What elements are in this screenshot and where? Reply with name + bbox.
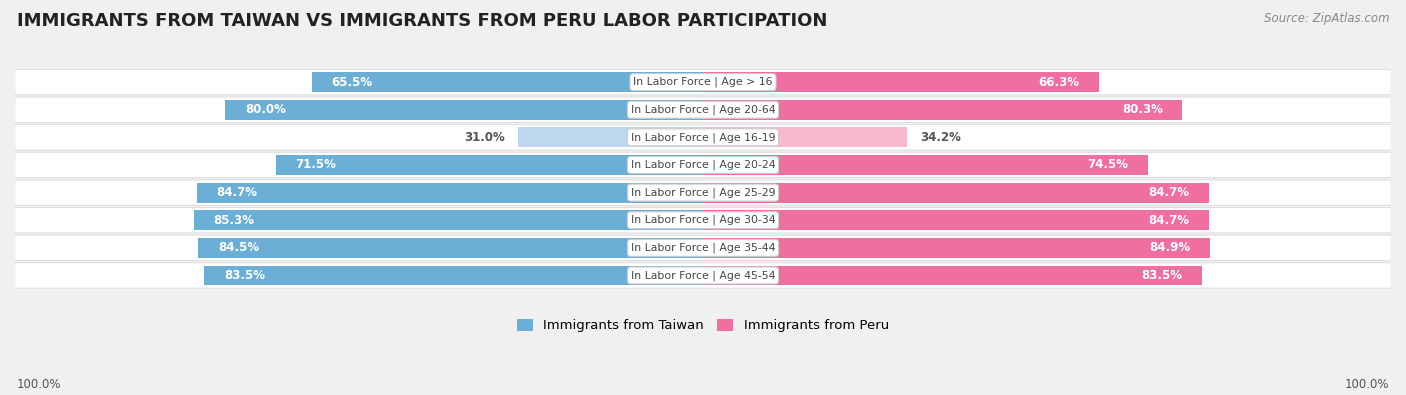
Bar [225,100,703,120]
Text: 80.3%: 80.3% [1122,103,1163,116]
Text: 100.0%: 100.0% [17,378,62,391]
Text: In Labor Force | Age 20-24: In Labor Force | Age 20-24 [631,160,775,170]
Text: 80.0%: 80.0% [245,103,285,116]
Text: 74.5%: 74.5% [1087,158,1129,171]
Bar [517,128,703,147]
FancyBboxPatch shape [14,207,1392,233]
Text: 83.5%: 83.5% [1142,269,1182,282]
Bar [198,238,703,258]
Text: In Labor Force | Age 30-34: In Labor Force | Age 30-34 [631,215,775,226]
Text: Source: ZipAtlas.com: Source: ZipAtlas.com [1264,12,1389,25]
Text: In Labor Force | Age 16-19: In Labor Force | Age 16-19 [631,132,775,143]
Text: 84.7%: 84.7% [1149,214,1189,227]
Legend: Immigrants from Taiwan, Immigrants from Peru: Immigrants from Taiwan, Immigrants from … [512,314,894,338]
Text: 84.7%: 84.7% [1149,186,1189,199]
Bar [276,155,703,175]
Text: IMMIGRANTS FROM TAIWAN VS IMMIGRANTS FROM PERU LABOR PARTICIPATION: IMMIGRANTS FROM TAIWAN VS IMMIGRANTS FRO… [17,12,827,30]
Text: 34.2%: 34.2% [920,131,962,144]
FancyBboxPatch shape [14,263,1392,288]
Text: 84.7%: 84.7% [217,186,257,199]
Text: 84.9%: 84.9% [1149,241,1191,254]
Bar [312,72,703,92]
FancyBboxPatch shape [14,180,1392,205]
Bar [703,72,1099,92]
Bar [194,210,703,230]
FancyBboxPatch shape [14,70,1392,95]
Text: 100.0%: 100.0% [1344,378,1389,391]
FancyBboxPatch shape [14,152,1392,178]
Bar [197,182,703,203]
FancyBboxPatch shape [14,125,1392,150]
Text: In Labor Force | Age 35-44: In Labor Force | Age 35-44 [631,243,775,253]
Text: In Labor Force | Age > 16: In Labor Force | Age > 16 [633,77,773,87]
Text: 85.3%: 85.3% [214,214,254,227]
Text: 65.5%: 65.5% [332,75,373,88]
Text: 71.5%: 71.5% [295,158,336,171]
Bar [204,265,703,286]
Text: 84.5%: 84.5% [218,241,259,254]
FancyBboxPatch shape [14,235,1392,261]
Text: 66.3%: 66.3% [1039,75,1080,88]
Bar [703,128,907,147]
Text: In Labor Force | Age 20-64: In Labor Force | Age 20-64 [631,105,775,115]
FancyBboxPatch shape [14,97,1392,122]
Bar [703,182,1209,203]
Bar [703,238,1211,258]
Bar [703,265,1202,286]
Bar [703,210,1209,230]
Bar [703,100,1182,120]
Text: In Labor Force | Age 45-54: In Labor Force | Age 45-54 [631,270,775,281]
Text: 31.0%: 31.0% [464,131,505,144]
Text: 83.5%: 83.5% [224,269,264,282]
Bar [703,155,1147,175]
Text: In Labor Force | Age 25-29: In Labor Force | Age 25-29 [631,187,775,198]
